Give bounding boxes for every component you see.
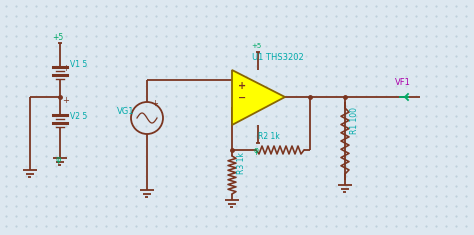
- Text: φ: φ: [55, 155, 61, 164]
- Text: +5: +5: [52, 33, 64, 42]
- Text: U1 THS3202: U1 THS3202: [252, 53, 304, 62]
- Text: +: +: [238, 81, 246, 91]
- Polygon shape: [232, 70, 285, 125]
- Text: VF1: VF1: [395, 78, 411, 87]
- Text: V2 5: V2 5: [70, 112, 87, 121]
- Text: +: +: [62, 96, 69, 105]
- Text: +: +: [151, 99, 158, 108]
- Text: −: −: [238, 93, 246, 103]
- Text: VG1: VG1: [117, 107, 135, 116]
- Text: R2 1k: R2 1k: [258, 132, 280, 141]
- Text: +: +: [62, 64, 69, 73]
- Text: φ: φ: [254, 146, 258, 155]
- Text: V1 5: V1 5: [70, 60, 87, 69]
- Text: R1 100: R1 100: [350, 107, 359, 134]
- Text: R3 1k: R3 1k: [237, 152, 246, 174]
- Text: +5: +5: [251, 43, 261, 49]
